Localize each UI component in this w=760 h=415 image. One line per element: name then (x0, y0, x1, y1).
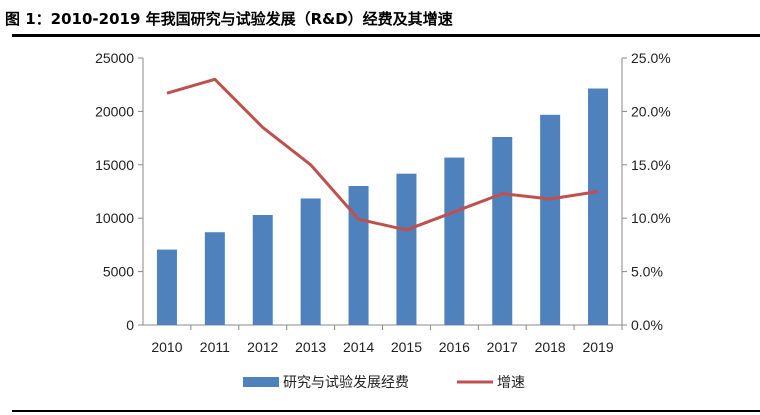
bar-2018 (540, 114, 561, 325)
bar-2015 (396, 173, 417, 325)
right-tick-label: 5.0% (631, 264, 663, 280)
left-tick-label: 10000 (95, 210, 134, 226)
bar-2013 (300, 198, 321, 325)
x-tick-label: 2013 (295, 339, 326, 355)
x-tick-label: 2014 (343, 339, 374, 355)
title-divider (12, 34, 760, 37)
x-tick-label: 2019 (582, 339, 613, 355)
bar-2011 (204, 232, 225, 325)
x-tick-label: 2010 (151, 339, 182, 355)
right-tick-label: 20.0% (631, 103, 671, 119)
x-tick-label: 2012 (247, 339, 278, 355)
legend-line-label: 增速 (497, 374, 525, 390)
figure-title: 图 1：2010-2019 年我国研究与试验发展（R&D）经费及其增速 (5, 10, 453, 28)
bar-2014 (348, 185, 369, 325)
x-tick-label: 2017 (487, 339, 518, 355)
x-tick-label: 2016 (439, 339, 470, 355)
right-tick-label: 10.0% (631, 210, 671, 226)
left-tick-label: 20000 (95, 103, 134, 119)
bar-2017 (492, 136, 513, 325)
growth-line (166, 77, 599, 232)
bar-2010 (156, 249, 177, 325)
x-tick-label: 2018 (535, 339, 566, 355)
bar-2012 (252, 215, 273, 325)
x-tick-label: 2011 (200, 339, 230, 355)
right-tick-label: 25.0% (631, 50, 671, 66)
bar-2019 (588, 88, 609, 326)
left-tick-label: 0 (126, 317, 134, 333)
right-tick-label: 15.0% (631, 157, 671, 173)
right-tick-label: 0.0% (631, 317, 663, 333)
x-tick-label: 2015 (391, 339, 422, 355)
legend-bar-label: 研究与试验发展经费 (283, 374, 409, 390)
legend-bar-swatch (243, 377, 279, 387)
bar-2016 (444, 157, 465, 325)
left-tick-label: 25000 (95, 50, 134, 66)
left-tick-label: 15000 (95, 157, 134, 173)
left-tick-label: 5000 (103, 264, 134, 280)
bottom-divider (12, 410, 760, 412)
